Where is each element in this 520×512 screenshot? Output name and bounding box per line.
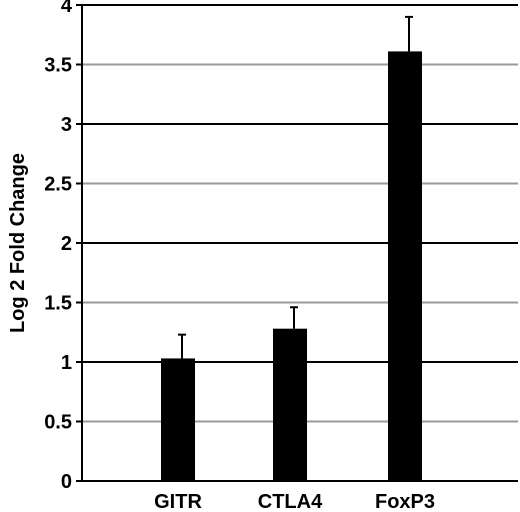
gridlines — [76, 4, 518, 482]
bar-gitr — [161, 358, 195, 481]
y-tick-labels: 0 0.5 1 1.5 2 2.5 3 3.5 4 — [44, 0, 73, 493]
y-tick-label: 3.5 — [44, 55, 72, 77]
y-axis-title: Log 2 Fold Change — [7, 153, 29, 333]
y-tick-label: 0.5 — [44, 412, 72, 434]
axes — [81, 5, 518, 482]
y-tick-label: 3 — [61, 114, 72, 136]
x-tick-label: CTLA4 — [258, 491, 323, 512]
y-tick-label: 4 — [61, 0, 73, 17]
bars — [161, 51, 422, 481]
bar-foxp3 — [388, 51, 422, 481]
y-tick-label: 2.5 — [44, 174, 72, 196]
x-tick-label: GITR — [154, 491, 202, 512]
x-tick-labels: GITR CTLA4 FoxP3 — [154, 491, 435, 512]
y-tick-label: 1 — [61, 352, 72, 374]
error-bars — [178, 15, 413, 359]
y-tick-label: 0 — [61, 471, 72, 493]
x-tick-label: FoxP3 — [375, 491, 435, 512]
y-tick-label: 2 — [61, 233, 72, 255]
bar-ctla4 — [273, 328, 307, 481]
y-tick-label: 1.5 — [44, 293, 72, 315]
